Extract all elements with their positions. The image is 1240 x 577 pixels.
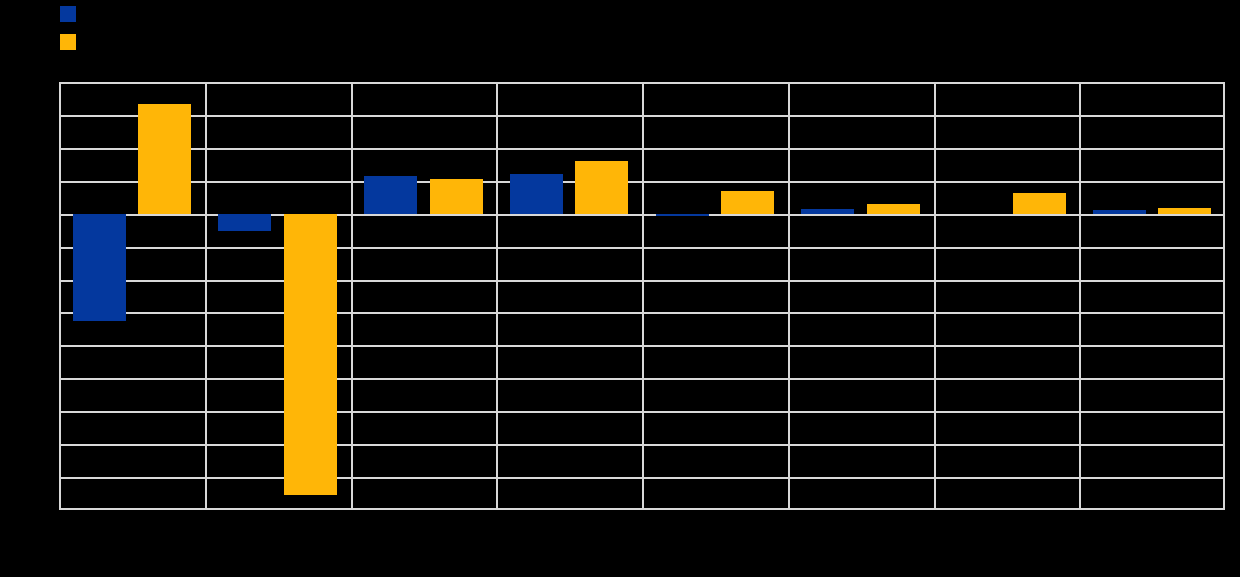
v-gridline-4 <box>642 82 644 510</box>
legend-swatch-series2 <box>60 34 76 50</box>
v-gridline-5 <box>787 82 790 510</box>
bar-series-1-blue-group8 <box>1092 210 1146 214</box>
plot-area <box>59 82 1225 510</box>
bar-series-2-yellow-group1 <box>138 104 191 214</box>
bar-series-1-blue-group4 <box>509 173 563 214</box>
bar-series-2-yellow-group7 <box>1012 193 1066 214</box>
bar-series-2-yellow-group3 <box>429 179 483 214</box>
bar-series-1-blue-group2 <box>218 213 272 232</box>
v-gridline-7 <box>1079 82 1082 510</box>
bar-series-2-yellow-group2 <box>283 213 337 496</box>
v-gridline-0 <box>59 82 61 510</box>
legend-item-series1 <box>60 6 84 22</box>
bar-series-1-blue-group5 <box>655 213 709 216</box>
bar-series-2-yellow-group5 <box>721 190 774 214</box>
legend-item-series2 <box>60 34 84 50</box>
v-gridline-8 <box>1223 82 1225 510</box>
bar-series-1-blue-group6 <box>801 208 855 214</box>
bar-series-2-yellow-group8 <box>1158 207 1212 214</box>
bar-series-2-yellow-group6 <box>866 203 920 214</box>
legend <box>60 6 84 62</box>
v-gridline-1 <box>204 82 207 510</box>
v-gridline-2 <box>350 82 353 510</box>
bar-series-2-yellow-group4 <box>575 161 629 214</box>
bar-series-1-blue-group1 <box>72 213 126 321</box>
legend-swatch-series1 <box>60 6 76 22</box>
v-gridline-3 <box>496 82 499 510</box>
bar-series-1-blue-group3 <box>364 176 417 214</box>
v-gridline-6 <box>933 82 936 510</box>
